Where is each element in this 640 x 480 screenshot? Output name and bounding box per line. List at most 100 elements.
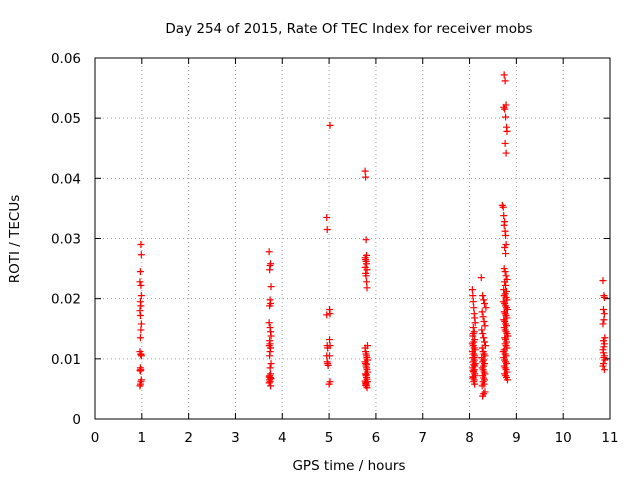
data-point [599,337,607,345]
data-point [469,330,477,338]
data-point [481,299,489,307]
data-point [481,338,489,346]
data-point [600,343,608,351]
data-point [266,266,274,274]
data-point [601,356,609,364]
data-point [363,284,371,292]
y-tick-label: 0.02 [51,292,81,308]
data-point [471,380,479,388]
data-point [500,71,508,79]
data-point [362,236,370,244]
x-axis-label: GPS time / hours [292,458,405,474]
x-tick-label: 8 [465,430,474,446]
data-point [502,250,510,258]
data-point [137,251,145,259]
data-point [479,330,487,338]
data-point [137,241,145,249]
data-point [478,326,486,334]
data-point [500,212,508,220]
x-tick-label: 9 [512,430,521,446]
data-point [323,225,331,233]
data-point [600,366,608,374]
data-point [502,113,510,121]
data-point [478,308,486,316]
data-point [501,77,509,85]
data-point [137,292,145,300]
x-tick-label: 1 [138,430,147,446]
x-tick-label: 4 [278,430,287,446]
data-point [468,340,476,348]
data-point [469,292,477,300]
data-point [266,352,274,360]
data-point [600,293,608,301]
data-point [502,241,510,249]
data-point [481,322,489,330]
data-point [265,379,273,387]
data-point [363,260,371,268]
data-point [362,272,370,280]
data-point [599,305,607,313]
x-tick-label: 3 [231,430,240,446]
data-point [265,319,273,327]
data-point [136,278,144,286]
y-tick-label: 0.03 [51,232,81,248]
data-point [363,360,371,368]
data-point [267,382,275,390]
data-point [503,296,511,304]
data-point [477,274,485,282]
data-point [479,313,487,321]
data-point [267,332,275,340]
data-point [601,334,609,342]
data-point [479,392,487,400]
data-point [471,319,479,327]
data-point [502,231,510,239]
data-point [363,266,371,274]
data-point [482,304,490,312]
data-point [326,336,334,344]
data-point [137,320,145,328]
data-point [362,381,370,389]
y-tick-label: 0.05 [51,111,81,127]
y-axis-label: ROTI / TECUs [7,195,23,283]
data-point [501,244,509,252]
data-point [470,304,478,312]
chart-title: Day 254 of 2015, Rate Of TEC Index for r… [165,21,532,37]
data-point [502,281,510,289]
data-point [480,318,488,326]
data-point [500,265,508,273]
data-point [136,312,144,320]
data-point [503,127,511,135]
data-point [265,248,273,256]
data-point [137,281,145,289]
data-point [480,296,488,304]
x-tick-label: 0 [91,430,100,446]
data-point [468,286,476,294]
data-point [479,292,487,300]
data-point [501,105,509,113]
data-point [363,378,371,386]
data-point [137,351,145,359]
x-tick-label: 10 [555,430,572,446]
y-tick-label: 0 [72,412,81,428]
x-tick-label: 7 [418,430,427,446]
data-point [267,375,275,383]
data-point [600,316,608,324]
data-point [326,342,334,350]
data-point [361,167,369,175]
data-point [326,310,334,318]
x-tick-label: 5 [325,430,334,446]
data-point [362,370,370,378]
data-point [136,268,144,276]
data-point [501,268,509,276]
data-point [323,213,331,221]
data-point [500,221,508,229]
data-point [363,278,371,286]
data-point [136,334,144,342]
y-tick-label: 0.01 [51,352,81,368]
data-point [599,320,607,328]
y-tick-label: 0.06 [51,51,81,67]
grid [95,58,610,419]
x-tick-label: 2 [184,430,193,446]
